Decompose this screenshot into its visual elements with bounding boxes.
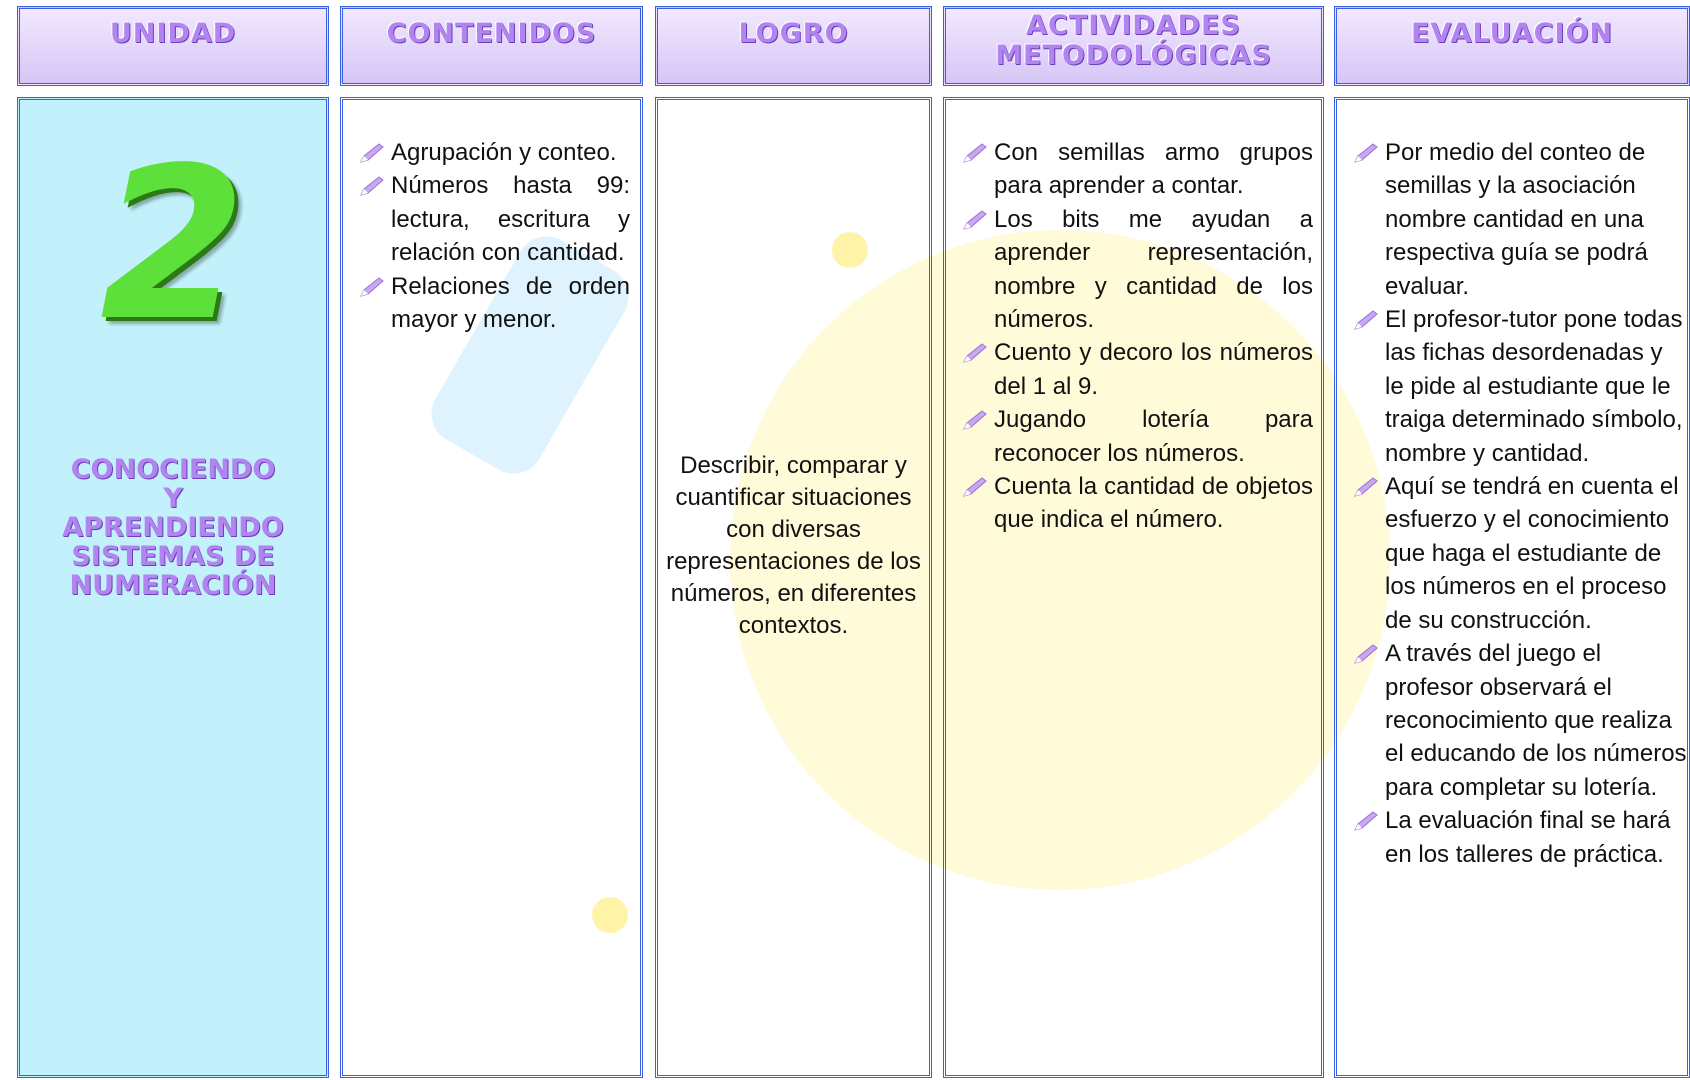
bullet-item: Por medio del conteo de semillas y la as… <box>1345 136 1687 303</box>
bullet-icon <box>360 176 384 197</box>
title-line: CONOCIENDO <box>70 454 276 485</box>
bullet-item: La evaluación final se hará en los talle… <box>1345 804 1687 871</box>
unit-number: 2 <box>99 122 247 367</box>
bullet-text: Por medio del conteo de semillas y la as… <box>1385 139 1648 300</box>
bullet-item: Aquí se tendrá en cuenta el esfuerzo y e… <box>1345 470 1687 637</box>
header-cell: UNIDAD <box>17 6 329 86</box>
bullet-text: El profesor-tutor pone todas las fichas … <box>1385 306 1683 467</box>
bullet-text: Los bits me ayudan a aprender representa… <box>994 205 1313 334</box>
bullet-text: Jugando lotería para reconocer los númer… <box>994 406 1313 467</box>
bullet-text: Números hasta 99: lectura, escritura y r… <box>391 172 630 267</box>
bullet-text: La evaluación final se hará en los talle… <box>1385 807 1671 868</box>
title-line: NUMERACIÓN <box>69 570 277 601</box>
bullet-icon <box>963 143 987 163</box>
bullet-text: Agrupación y conteo. <box>391 139 617 166</box>
bullet-icon <box>963 477 987 497</box>
header-cell: EVALUACIÓN <box>1334 6 1690 86</box>
logro-cell: Describir, comparar y cuantificar situac… <box>655 97 932 1078</box>
bullet-item: Números hasta 99: lectura, escritura y r… <box>351 169 630 269</box>
header-text: ACTIVIDADES METODOLÓGICAS <box>995 10 1272 71</box>
header-text: EVALUACIÓN <box>1410 18 1614 49</box>
bullet-icon <box>1354 811 1378 831</box>
actividades-cell: Con semillas armo grupos para aprender a… <box>943 97 1324 1078</box>
bullet-icon <box>360 143 384 163</box>
list: Con semillas armo grupos para aprender a… <box>954 136 1313 537</box>
bullet-text: A través del juego el profesor observará… <box>1385 640 1687 801</box>
bullet-icon <box>963 410 987 431</box>
bullet-icon <box>1354 310 1378 330</box>
bullet-item: Agrupación y conteo. <box>351 136 630 169</box>
bullet-icon <box>963 210 987 230</box>
list: Por medio del conteo de semillas y la as… <box>1345 136 1687 871</box>
bullet-text: Con semillas armo grupos para aprender a… <box>994 139 1313 200</box>
logro-text: Describir, comparar y cuantificar situac… <box>666 452 921 639</box>
header-text: LOGRO <box>738 18 849 49</box>
header-cell: ACTIVIDADES METODOLÓGICAS <box>943 6 1324 86</box>
bullet-item: A través del juego el profesor observará… <box>1345 637 1687 804</box>
bullet-item: Relaciones de orden mayor y menor. <box>351 270 630 337</box>
title-line: SISTEMAS DE <box>71 541 275 572</box>
bullet-icon <box>1354 143 1378 163</box>
unit-title: CONOCIENDO Y APRENDIENDO SISTEMAS DE NUMERAC… <box>20 455 326 600</box>
header-text: CONTENIDOS <box>386 18 597 49</box>
evaluacion-cell: Por medio del conteo de semillas y la as… <box>1334 97 1690 1078</box>
bullet-item: Los bits me ayudan a aprender representa… <box>954 203 1313 337</box>
bullet-icon <box>963 343 987 364</box>
bullet-icon <box>1354 477 1378 497</box>
list: Agrupación y conteo. Números hasta 99: le… <box>351 136 630 336</box>
header-text: UNIDAD <box>109 18 237 49</box>
bullet-text: Cuento y decoro los números del 1 al 9. <box>994 339 1313 400</box>
title-line: Y <box>163 483 183 514</box>
bullet-item: Cuento y decoro los números del 1 al 9. <box>954 336 1313 403</box>
header-cell: LOGRO <box>655 6 932 86</box>
header-cell: CONTENIDOS <box>340 6 643 86</box>
title-line: APRENDIENDO <box>62 512 284 543</box>
bullet-item: Cuenta la cantidad de objetos que indica… <box>954 470 1313 537</box>
bullet-item: El profesor-tutor pone todas las fichas … <box>1345 303 1687 470</box>
unidad-cell: 2 CONOCIENDO Y APRENDIENDO SISTEMAS DE NUMER… <box>17 97 329 1078</box>
bullet-text: Cuenta la cantidad de objetos que indica… <box>994 473 1313 534</box>
bullet-item: Jugando lotería para reconocer los númer… <box>954 403 1313 470</box>
contenidos-cell: Agrupación y conteo. Números hasta 99: le… <box>340 97 643 1078</box>
bullet-item: Con semillas armo grupos para aprender a… <box>954 136 1313 203</box>
bullet-text: Aquí se tendrá en cuenta el esfuerzo y e… <box>1385 473 1679 634</box>
bullet-icon <box>1354 644 1378 664</box>
bullet-icon <box>360 276 384 297</box>
bullet-text: Relaciones de orden mayor y menor. <box>391 272 630 334</box>
